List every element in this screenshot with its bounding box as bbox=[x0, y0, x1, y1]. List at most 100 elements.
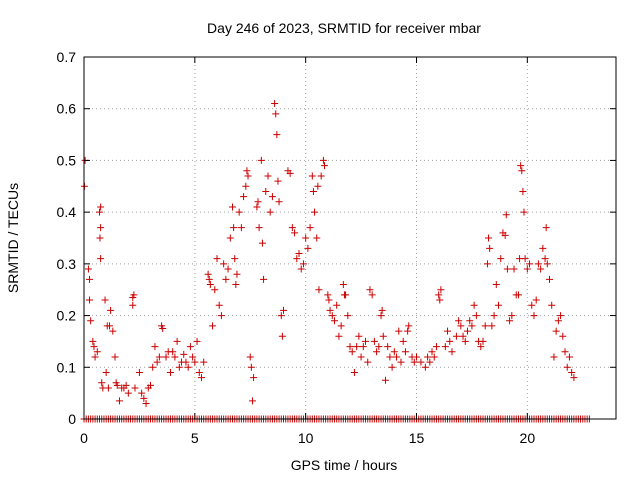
data-point bbox=[455, 317, 463, 325]
data-point bbox=[220, 260, 228, 268]
data-point bbox=[472, 312, 480, 320]
data-point bbox=[280, 306, 287, 314]
data-point bbox=[563, 363, 571, 371]
data-point bbox=[122, 381, 130, 389]
data-point bbox=[477, 343, 485, 351]
data-point bbox=[278, 332, 286, 340]
data-point bbox=[253, 203, 261, 211]
data-point bbox=[548, 301, 556, 309]
data-point bbox=[459, 332, 467, 340]
data-point bbox=[366, 286, 374, 294]
data-point bbox=[97, 255, 105, 263]
y-tick-label: 0.2 bbox=[57, 308, 77, 324]
data-point bbox=[149, 363, 157, 371]
data-point bbox=[105, 322, 113, 330]
data-point bbox=[213, 255, 221, 263]
data-point bbox=[335, 332, 343, 340]
data-point bbox=[510, 265, 518, 273]
data-point bbox=[426, 358, 434, 366]
data-point bbox=[502, 211, 510, 219]
data-point bbox=[129, 301, 137, 309]
x-tick-label: 5 bbox=[191, 430, 199, 446]
data-point bbox=[97, 203, 105, 211]
data-point bbox=[230, 224, 238, 232]
data-point bbox=[264, 172, 272, 180]
data-point bbox=[115, 397, 123, 405]
data-point bbox=[421, 363, 429, 371]
data-point bbox=[299, 260, 307, 268]
axis-ticks: 0 0.1 0.2 0.3 0.4 0.5 0.6 0.7 0 5 10 15 20 bbox=[57, 49, 616, 446]
data-point bbox=[328, 312, 336, 320]
data-point bbox=[370, 337, 378, 345]
data-point bbox=[497, 255, 505, 263]
data-point bbox=[339, 281, 347, 289]
data-point bbox=[326, 306, 334, 314]
data-point bbox=[437, 286, 445, 294]
data-point bbox=[237, 224, 245, 232]
data-point bbox=[102, 368, 110, 376]
data-point bbox=[375, 343, 383, 351]
data-point bbox=[514, 291, 522, 299]
data-point bbox=[463, 327, 471, 335]
data-point bbox=[413, 353, 420, 361]
data-point bbox=[495, 301, 503, 309]
data-point bbox=[319, 156, 327, 164]
data-point bbox=[530, 312, 538, 320]
data-point bbox=[197, 374, 205, 382]
data-point bbox=[153, 358, 161, 366]
data-point bbox=[546, 275, 553, 283]
data-point bbox=[84, 265, 92, 273]
data-point bbox=[268, 193, 276, 201]
data-point bbox=[107, 306, 115, 314]
data-point bbox=[90, 343, 98, 351]
data-point bbox=[271, 100, 279, 108]
data-point bbox=[317, 172, 325, 180]
data-point bbox=[206, 281, 214, 289]
data-point bbox=[346, 343, 354, 351]
data-point bbox=[539, 244, 547, 252]
data-point bbox=[229, 203, 237, 211]
data-point bbox=[541, 255, 549, 263]
y-tick-label: 0 bbox=[68, 411, 76, 427]
data-point bbox=[226, 234, 234, 242]
data-point bbox=[444, 327, 452, 335]
x-axis-label: GPS time / hours bbox=[291, 457, 398, 473]
data-point bbox=[250, 374, 258, 382]
data-point bbox=[147, 381, 154, 389]
data-point bbox=[542, 224, 550, 232]
y-tick-label: 0.4 bbox=[57, 204, 77, 220]
data-point bbox=[452, 332, 460, 340]
data-point bbox=[130, 291, 138, 299]
data-point bbox=[113, 381, 121, 389]
data-point bbox=[350, 368, 358, 376]
data-series-srmtid bbox=[80, 100, 593, 423]
data-point bbox=[135, 368, 143, 376]
data-point bbox=[257, 156, 265, 164]
data-point bbox=[215, 301, 223, 309]
data-point bbox=[295, 250, 303, 258]
data-point bbox=[274, 177, 282, 185]
data-point bbox=[506, 317, 514, 325]
data-point bbox=[96, 234, 104, 242]
data-point bbox=[550, 353, 558, 361]
data-point bbox=[492, 281, 500, 289]
x-tick-label: 0 bbox=[80, 430, 88, 446]
data-point bbox=[333, 301, 341, 309]
data-point bbox=[93, 348, 101, 356]
data-point bbox=[481, 322, 489, 330]
data-point bbox=[561, 348, 569, 356]
data-point bbox=[417, 358, 425, 366]
data-point bbox=[86, 275, 94, 283]
y-axis-label: SRMTID / TECUs bbox=[5, 183, 21, 293]
data-point bbox=[485, 234, 493, 242]
data-point bbox=[337, 322, 345, 330]
y-tick-label: 0.5 bbox=[57, 152, 77, 168]
data-point bbox=[244, 172, 252, 180]
data-point bbox=[184, 363, 192, 371]
data-point bbox=[321, 162, 329, 170]
data-point bbox=[405, 322, 413, 330]
data-point bbox=[532, 296, 540, 304]
data-point bbox=[501, 231, 509, 239]
data-point bbox=[368, 291, 376, 299]
data-point bbox=[180, 350, 188, 358]
